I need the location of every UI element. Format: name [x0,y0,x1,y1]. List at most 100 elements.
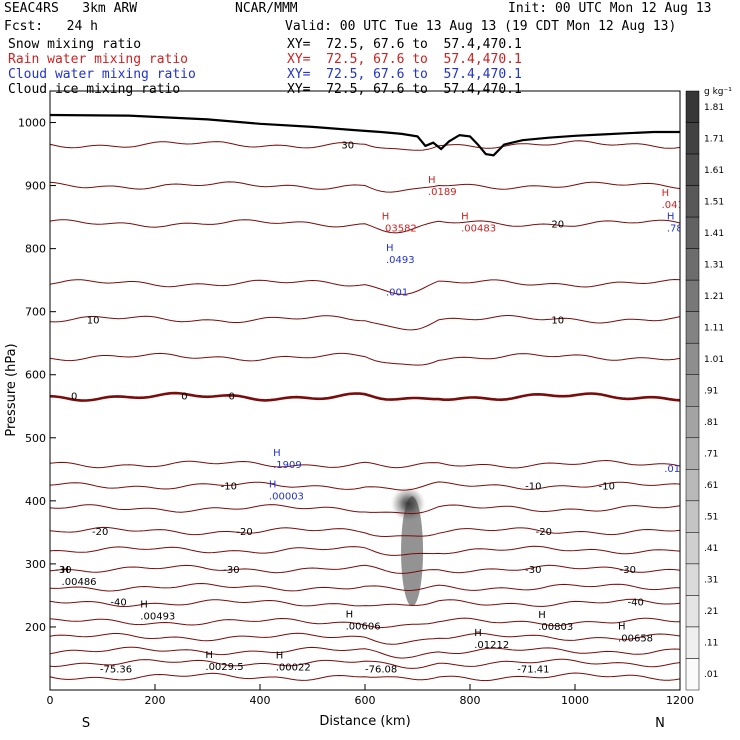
isotherm-label: -30 [525,565,541,576]
extremum-letter: H [461,212,469,223]
isotherm-line [50,545,680,556]
isotherm-label: -75.36 [100,665,132,676]
y-tick-label: 300 [25,558,46,571]
colorbar-swatch [685,248,700,281]
extremum-value: .00022 [276,663,311,674]
extremum-letter: H [140,599,148,610]
legend-cloud-xy: XY= 72.5, 67.6 to 57.4,470.1 [287,67,522,82]
colorbar-label: 1.21 [704,292,724,302]
isotherm-label: -40 [628,598,644,609]
colorbar-label: 1.41 [704,229,724,239]
colorbar-label: .91 [704,387,718,397]
isotherm-label: 0 [71,392,77,403]
extremum-value: .00486 [62,577,97,588]
isotherm-line [50,526,680,538]
extremum-letter: H [346,610,354,621]
colorbar-label: 1.11 [704,323,724,333]
extremum-letter: H [273,448,281,459]
x-axis-label: Distance (km) [319,714,410,729]
colorbar-label: .01 [704,670,718,680]
isotherm-label: -76.08 [365,665,397,676]
extremum-value: .00606 [346,622,381,633]
extremum-value: .1909 [273,460,302,471]
x-tick-label: 1000 [561,694,589,707]
legend-snow-xy: XY= 72.5, 67.6 to 57.4,470.1 [287,37,522,52]
isotherm-label: -30 [223,565,239,576]
y-axis-label: Pressure (hPa) [4,343,19,436]
extremum-letter: H [205,650,213,661]
colorbar-label: 1.81 [704,103,724,113]
legend-ice-label: Cloud ice mixing ratio [8,82,181,97]
extremum-value: .00493 [140,611,175,622]
colorbar-swatch [685,279,700,312]
isotherm-label: 0 [181,392,187,403]
isotherm-line [50,314,680,331]
isotherm-label: -20 [536,527,552,538]
extremum-letter: H [276,651,284,662]
legend-ice-xy: XY= 72.5, 67.6 to 57.4,470.1 [287,82,522,97]
colorbar-swatch [685,626,700,659]
colorbar-label: .61 [704,481,718,491]
colorbar-label: 1.71 [704,134,724,144]
isotherm-label: 10 [87,315,100,326]
isotherm-line [50,278,680,295]
colorbar-swatch [685,532,700,565]
colorbar-swatch [685,374,700,407]
colorbar-label: 1.51 [704,197,724,207]
extremum-letter: H [538,610,546,621]
isotherm-label: -30 [55,565,71,576]
colorbar-label: 1.31 [704,260,724,270]
isotherm-label: -20 [92,527,108,538]
colorbar-swatch [685,185,700,218]
colorbar-label: .71 [704,450,718,460]
colorbar-label: .81 [704,418,718,428]
extremum-letter: H [662,188,670,199]
colorbar-swatch [685,342,700,375]
extremum-letter: H [386,243,394,254]
x-tick-label: 400 [250,694,271,707]
extremum-value: .00658 [618,634,653,645]
colorbar-swatch [685,595,700,628]
valid-time: Valid: 00 UTC Tue 13 Aug 13 (19 CDT Mon … [285,19,677,34]
init-time: Init: 00 UTC Mon 12 Aug 13 [508,1,712,16]
extremum-value: .001 [386,287,408,298]
isotherm-line [50,646,680,659]
endpoint-right: N [655,716,665,731]
extremum-letter: H [618,622,626,633]
y-tick-label: 800 [25,243,46,256]
colorbar-swatch [685,216,700,249]
colorbar-label: .31 [704,576,718,586]
isotherm-label: 30 [341,141,354,152]
isotherm-label: -30 [620,565,636,576]
extremum-letter: H [474,628,482,639]
y-tick-label: 600 [25,369,46,382]
isotherm-label: 20 [551,219,564,230]
colorbar-label: .21 [704,607,718,617]
legend-rain-xy: XY= 72.5, 67.6 to 57.4,470.1 [287,52,522,67]
isotherm-line [50,504,680,515]
isotherm-line [50,391,680,402]
isotherm-line [50,140,680,151]
isotherm-line [50,352,680,366]
colorbar-swatch [685,406,700,439]
extremum-value: .0029.5 [205,662,243,673]
isotherm-line [50,219,680,234]
x-tick-label: 800 [460,694,481,707]
x-tick-label: 0 [47,694,54,707]
isotherm-label: -10 [599,482,615,493]
y-tick-label: 900 [25,180,46,193]
y-tick-label: 400 [25,495,46,508]
forecast-hour: Fcst: 24 h [4,19,98,34]
isotherm-label: -71.41 [517,665,549,676]
colorbar-swatch [685,437,700,470]
isotherm-line [50,632,680,645]
extremum-value: .00483 [461,224,496,235]
extremum-value: .0412 [662,200,691,211]
extremum-value: .03582 [382,224,417,235]
legend-snow-label: Snow mixing ratio [8,37,142,52]
x-tick-label: 200 [145,694,166,707]
legend-cloud-label: Cloud water mixing ratio [8,67,196,82]
isotherm-line [50,181,680,193]
endpoint-left: S [82,716,90,731]
